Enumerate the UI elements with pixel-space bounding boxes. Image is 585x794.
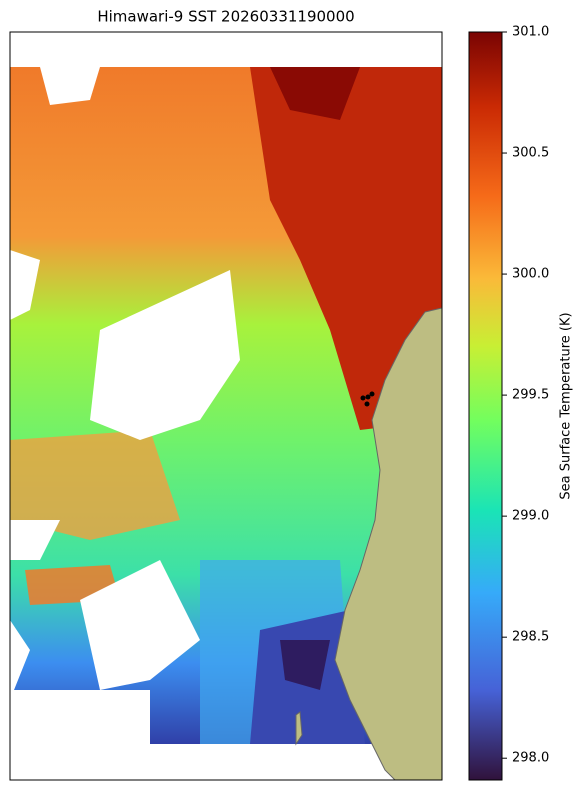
colorbar-tick-label: 301.0 [512,25,549,40]
colorbar-tick-label: 300.5 [512,146,549,161]
sst-field [10,67,442,780]
colorbar-tick-label: 298.0 [512,751,549,766]
map-frame [9,31,443,781]
colorbar [468,31,503,781]
colorbar-tick-label: 299.5 [512,388,549,403]
colorbar-label: Sea Surface Temperature (K) [559,312,574,499]
colorbar-tick-label: 299.0 [512,509,549,524]
colorbar-tick-label: 300.0 [512,267,549,282]
colorbar-tick-label: 298.5 [512,630,549,645]
map-title: Himawari-9 SST 20260331190000 [97,8,354,26]
